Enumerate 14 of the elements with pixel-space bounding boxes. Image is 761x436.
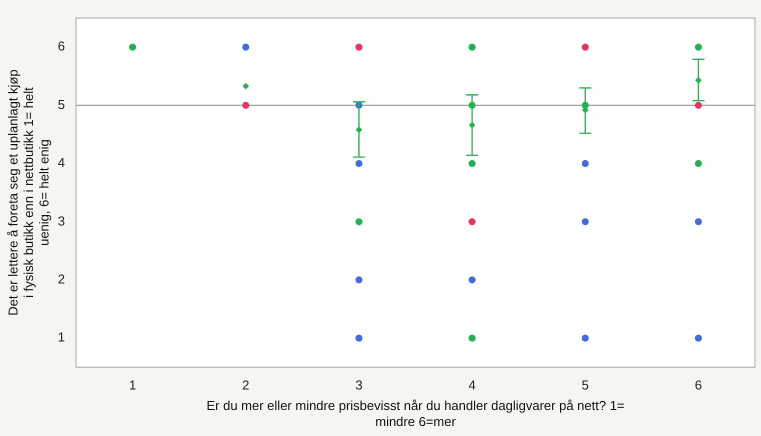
y-tick-label: 3 [58,213,66,228]
x-tick-label: 5 [582,378,589,393]
y-axis-title: Det er lettere å foreta seg et uplanlagt kjøp i fysisk butikk enn i nettbutikk 1= helt uenig, 6= helt enig [5,69,52,316]
x-axis-title: Er du mer eller mindre prisbevisst når du handler dagligvarer på nett? 1= mindre 6=mer [206,398,625,429]
x-tick-label: 6 [694,378,702,393]
y-tick-label: 6 [58,38,66,54]
y-tick-label: 4 [58,155,66,170]
x-tick-label: 1 [128,378,136,393]
y-tick-label: 5 [58,96,66,112]
y-tick-label: 1 [58,330,66,345]
x-tick-label: 3 [355,378,363,393]
x-tick-label: 4 [468,378,476,393]
x-tick-label: 2 [242,378,250,393]
y-tick-label: 2 [58,271,66,286]
